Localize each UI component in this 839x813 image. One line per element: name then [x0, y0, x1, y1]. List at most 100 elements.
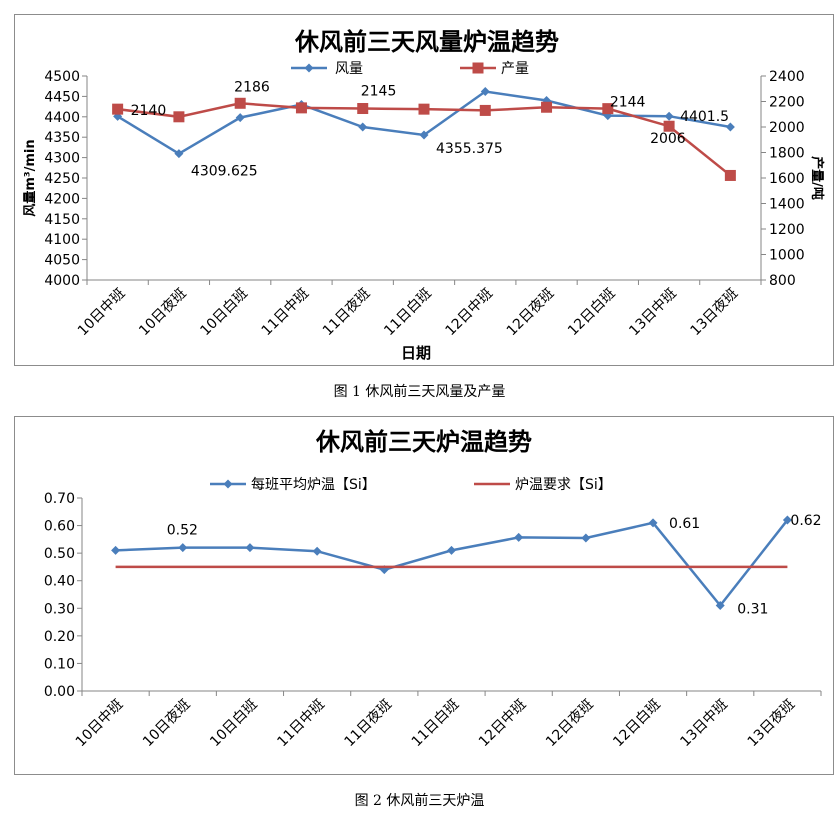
right-tick-label: 2000	[769, 120, 805, 136]
series-1-point	[663, 120, 675, 132]
left-tick-label: 4300	[44, 151, 80, 167]
wind-output-chart: 休风前三天风量炉温趋势 4000 4050 4100 4150 4200 4250 4300 4…	[23, 28, 825, 362]
right-tick-label: 1600	[769, 171, 805, 187]
series-0-point	[174, 149, 184, 159]
legend-label: 产量	[501, 61, 529, 77]
chart2-title: 休风前三天炉温趋势	[315, 428, 532, 456]
figure2-caption: 图 2 休风前三天炉温	[354, 793, 485, 809]
x-tick-label: 12日中班	[442, 286, 496, 340]
series-1-point	[479, 104, 491, 116]
data-label: 2144	[610, 95, 646, 111]
x-tick-label: 11日夜班	[342, 697, 396, 751]
y-tick-label: 0.40	[44, 574, 75, 590]
x-tick-label: 12日中班	[476, 697, 530, 751]
left-tick-label: 4000	[44, 273, 80, 289]
figure1-caption: 图 1 休风前三天风量及产量	[333, 384, 506, 400]
right-tick-label: 800	[769, 273, 796, 289]
right-tick-label: 2400	[769, 69, 805, 85]
right-axis-label: 产量/吨	[809, 156, 825, 200]
y-tick-label: 0.50	[44, 546, 75, 562]
series-1-point	[357, 103, 369, 115]
data-label: 0.61	[669, 516, 700, 532]
left-tick-label: 4400	[44, 110, 80, 126]
series-0-point	[312, 546, 322, 556]
data-label: 2140	[131, 103, 167, 119]
series-0-point	[178, 543, 188, 553]
x-tick-label: 12日夜班	[543, 697, 597, 751]
series-0-point	[715, 601, 725, 611]
y-tick-label: 0.70	[44, 491, 75, 507]
data-label: 0.62	[790, 513, 821, 529]
left-axis-label: 风量m³/min	[23, 139, 38, 216]
legend-marker	[223, 479, 233, 489]
legend-marker	[304, 63, 314, 73]
y-tick-label: 0.30	[44, 601, 75, 617]
data-label: 4401.5	[680, 109, 729, 125]
series-0-point	[111, 545, 121, 555]
furnace-temp-chart: 休风前三天炉温趋势 0.00 0.10 0.20 0.30 0.40 0.50 0.60 0.7…	[44, 428, 822, 751]
x-tick-label: 10日中班	[73, 697, 127, 751]
series-1-point	[173, 111, 185, 123]
left-tick-label: 4150	[44, 212, 80, 228]
series-1-point	[602, 103, 614, 115]
left-tick-label: 4200	[44, 191, 80, 207]
legend-label: 风量	[335, 61, 363, 77]
series-0-point	[648, 518, 658, 528]
series-0-point	[245, 543, 255, 553]
x-tick-label: 11日中班	[259, 286, 313, 340]
y-tick-label: 0.10	[44, 656, 75, 672]
data-label: 2006	[650, 131, 686, 147]
x-tick-label: 13日中班	[626, 286, 680, 340]
data-label: 4355.375	[436, 141, 503, 157]
right-tick-label: 2200	[769, 95, 805, 111]
series-0-point	[725, 122, 735, 132]
x-tick-label: 12日白班	[610, 697, 664, 751]
y-tick-label: 0.20	[44, 629, 75, 645]
right-tick-label: 1200	[769, 222, 805, 238]
series-0-point	[235, 113, 245, 123]
series-1-point	[295, 102, 307, 114]
right-tick-label: 1800	[769, 146, 805, 162]
series-0-line	[115, 519, 789, 608]
series-1-point	[418, 103, 430, 115]
series-0-point	[358, 122, 368, 132]
y-tick-label: 0.00	[44, 684, 75, 700]
series-0-point	[447, 545, 456, 555]
legend-marker	[472, 62, 484, 74]
legend-label: 炉温要求【Si】	[515, 477, 612, 493]
series-1-point	[234, 97, 246, 109]
data-label: 0.31	[737, 602, 768, 618]
x-tick-label: 11日中班	[274, 697, 328, 751]
x-tick-label: 12日夜班	[504, 286, 558, 340]
series-1-point	[724, 169, 736, 181]
series-1-point	[112, 103, 124, 115]
left-tick-label: 4050	[44, 253, 80, 269]
x-tick-label: 10日夜班	[140, 697, 194, 751]
right-tick-label: 1400	[769, 197, 805, 213]
chart1-title: 休风前三天风量炉温趋势	[294, 28, 559, 56]
x-tick-label: 12日白班	[565, 286, 619, 340]
left-tick-label: 4250	[44, 171, 80, 187]
right-tick-label: 1000	[769, 248, 805, 264]
x-tick-label: 10日中班	[75, 286, 129, 340]
x-axis-label: 日期	[401, 344, 431, 362]
x-tick-label: 10日白班	[197, 286, 251, 340]
left-tick-label: 4500	[44, 69, 80, 85]
x-tick-label: 11日夜班	[320, 286, 374, 340]
x-tick-label: 10日白班	[207, 697, 261, 751]
series-0-point	[782, 515, 792, 525]
left-tick-label: 4100	[44, 232, 80, 248]
x-tick-label: 13日中班	[677, 697, 731, 751]
x-tick-label: 13日夜班	[745, 697, 799, 751]
data-label: 2186	[234, 79, 270, 95]
x-tick-label: 11日白班	[409, 697, 463, 751]
data-label: 4309.625	[191, 164, 258, 180]
legend-label: 每班平均炉温【Si】	[251, 477, 376, 493]
left-tick-label: 4350	[44, 130, 80, 146]
series-0-point	[581, 533, 591, 543]
series-1-point	[541, 101, 553, 113]
series-0-point	[419, 130, 429, 140]
x-tick-label: 10日夜班	[136, 286, 190, 340]
chart2-panel: 休风前三天炉温趋势 0.00 0.10 0.20 0.30 0.40 0.50 0.60 0.7…	[14, 416, 834, 775]
x-tick-label: 11日白班	[381, 286, 435, 340]
